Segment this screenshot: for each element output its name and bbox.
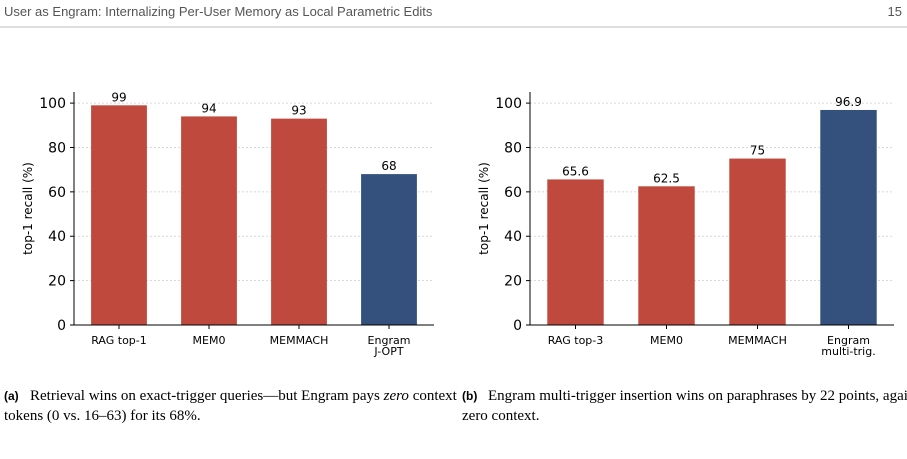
x-tick-label: MEMMACH (270, 334, 329, 347)
value-label: 96.9 (835, 95, 862, 109)
x-tick-label: MEM0 (650, 334, 683, 347)
caption-line: Retrieval wins on exact-trigger queries—… (30, 388, 458, 404)
y-tick-label: 0 (513, 318, 522, 334)
caption-text: Engram multi-trigger insertion wins on p… (488, 388, 907, 404)
value-label: 94 (201, 101, 216, 115)
bar (547, 179, 604, 325)
value-label: 75 (750, 144, 765, 158)
page-number: 15 (888, 4, 902, 19)
bar (361, 174, 417, 325)
caption-label: (a) (4, 389, 19, 403)
y-tick-label: 80 (504, 140, 522, 156)
header-title: User as Engram: Internalizing Per-User M… (4, 4, 433, 19)
y-tick-label: 100 (39, 96, 66, 112)
x-tick-label: RAG top-3 (548, 334, 604, 347)
caption-line: zero context. (462, 408, 539, 424)
y-tick-label: 60 (504, 185, 522, 201)
value-label: 68 (381, 159, 396, 173)
bar (181, 116, 237, 326)
bar (729, 158, 786, 325)
y-tick-label: 0 (57, 318, 66, 334)
x-tick-label: MEMMACH (728, 334, 787, 347)
x-tick-label: RAG top-1 (91, 334, 147, 347)
y-axis-label: top-1 recall (%) (21, 162, 35, 255)
caption-line: Engram multi-trigger insertion wins on p… (488, 388, 907, 404)
caption-text: zero (383, 388, 410, 404)
y-tick-label: 100 (495, 96, 522, 112)
value-label: 99 (111, 90, 126, 104)
x-tick-label: MEM0 (193, 334, 226, 347)
bar (820, 109, 877, 325)
value-label: 62.5 (653, 171, 680, 185)
caption-line: tokens (0 vs. 16–63) for its 68%. (4, 408, 201, 424)
y-axis-label: top-1 recall (%) (477, 162, 491, 255)
y-tick-label: 40 (504, 229, 522, 245)
caption-text: Retrieval wins on exact-trigger queries—… (30, 388, 384, 404)
y-tick-label: 60 (48, 185, 66, 201)
y-tick-label: 80 (48, 140, 66, 156)
y-tick-label: 40 (48, 229, 66, 245)
caption-text: zero context. (462, 408, 539, 424)
x-tick-label: Engram J-OPT (368, 334, 411, 358)
bar (271, 118, 327, 325)
x-tick-label: Engram multi-trig. (821, 334, 875, 358)
caption-text: tokens (0 vs. 16–63) for its 68%. (4, 408, 201, 424)
caption-label: (b) (462, 389, 477, 403)
value-label: 65.6 (562, 164, 589, 178)
y-tick-label: 20 (48, 274, 66, 290)
value-label: 93 (291, 104, 306, 118)
caption-text: context (409, 388, 458, 404)
y-tick-label: 20 (504, 274, 522, 290)
bar (91, 105, 147, 325)
bar (638, 186, 695, 325)
